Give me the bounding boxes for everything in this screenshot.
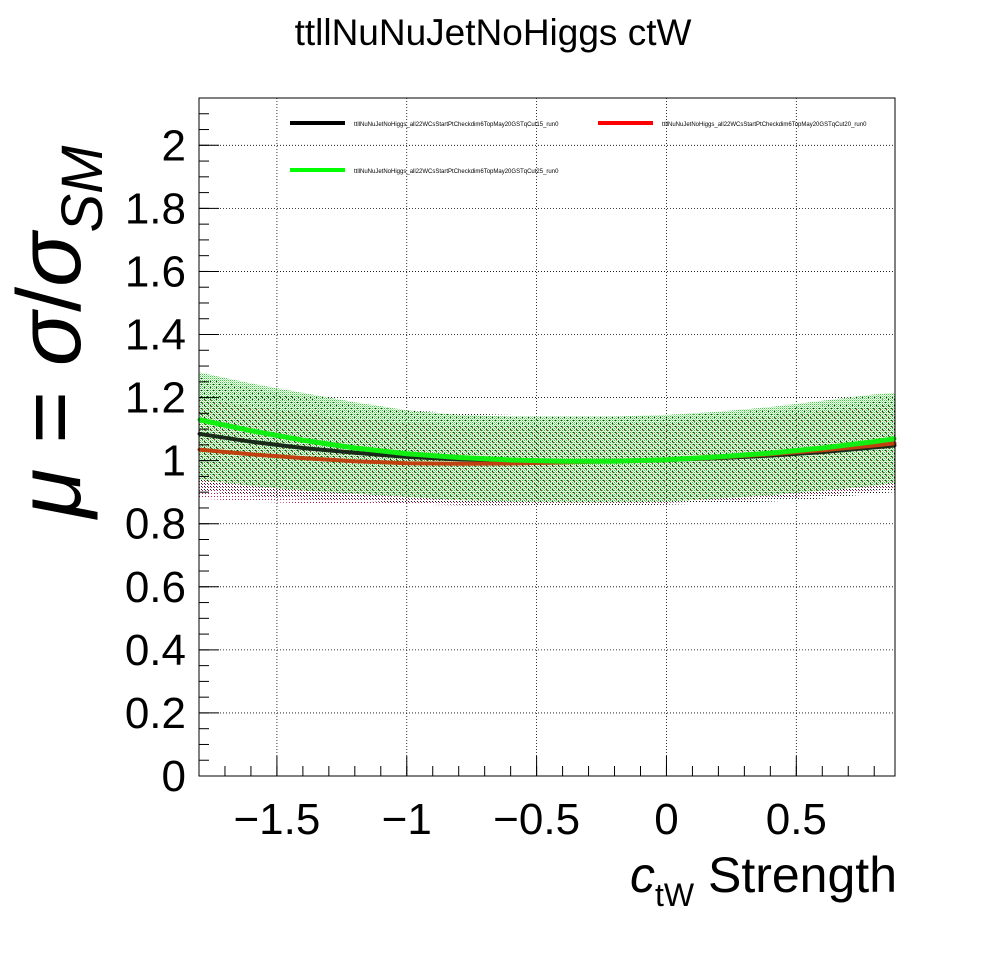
data-point (301, 456, 305, 460)
y-tick-label: 0.4 (125, 626, 186, 675)
data-point (301, 446, 305, 450)
legend: ttllNuNuJetNoHiggs_all22WCsStartPtCheckd… (290, 121, 867, 175)
x-tick-label: −0.5 (493, 795, 580, 844)
y-tick-label: 1.4 (125, 311, 186, 360)
data-point (301, 438, 305, 442)
data-point (716, 455, 720, 459)
x-tick-label: −1 (382, 795, 432, 844)
data-point (405, 452, 409, 456)
data-point (249, 429, 253, 433)
y-tick-label: 0.6 (125, 563, 186, 612)
x-tick-label: 0 (654, 795, 678, 844)
y-tick-label: 0.2 (125, 689, 186, 738)
data-point (561, 459, 565, 463)
x-tick-label: −1.5 (233, 795, 320, 844)
data-point (353, 459, 357, 463)
error-band (199, 372, 895, 503)
axes: −1.5 −1 −0.5 0 0.5 0 0.2 0.4 0.6 0.8 1 1.2 1.4 1.6 1.8… (125, 97, 875, 844)
y-tick-label: 2 (162, 121, 186, 170)
data-point (768, 451, 772, 455)
plot-frame (198, 97, 896, 777)
data-point (353, 446, 357, 450)
y-tick-label: 1.8 (125, 184, 186, 233)
data-point (509, 461, 513, 465)
data-point (457, 462, 461, 466)
data-point (353, 451, 357, 455)
data-point (872, 444, 876, 448)
chart-title: ttllNuNuJetNoHiggs ctW (295, 12, 692, 53)
data-point (509, 458, 513, 462)
data-point (249, 440, 253, 444)
data-point (872, 440, 876, 444)
data-point (457, 455, 461, 459)
data-point (613, 459, 617, 463)
x-tick-label: 0.5 (766, 795, 827, 844)
series-lines (197, 417, 897, 466)
y-axis-label: μ = σ/σSM (0, 145, 115, 520)
error-bands (199, 372, 895, 507)
legend-label: ttllNuNuJetNoHiggs_all22WCsStartPtCheckd… (354, 169, 559, 175)
y-tick-label: 0 (162, 752, 186, 801)
data-point (405, 461, 409, 465)
y-tick-label: 1.2 (125, 374, 186, 423)
x-axis-label: ctW Strength (630, 847, 897, 913)
legend-label: ttllNuNuJetNoHiggs_all22WCsStartPtCheckd… (354, 122, 559, 128)
legend-label: ttllNuNuJetNoHiggs_all22WCsStartPtCheckd… (662, 122, 867, 128)
y-tick-label: 1.6 (125, 247, 186, 296)
data-point (820, 446, 824, 450)
data-point (249, 452, 253, 456)
y-tick-label: 1 (162, 437, 186, 486)
y-tick-label: 0.8 (125, 500, 186, 549)
data-point (664, 458, 668, 462)
